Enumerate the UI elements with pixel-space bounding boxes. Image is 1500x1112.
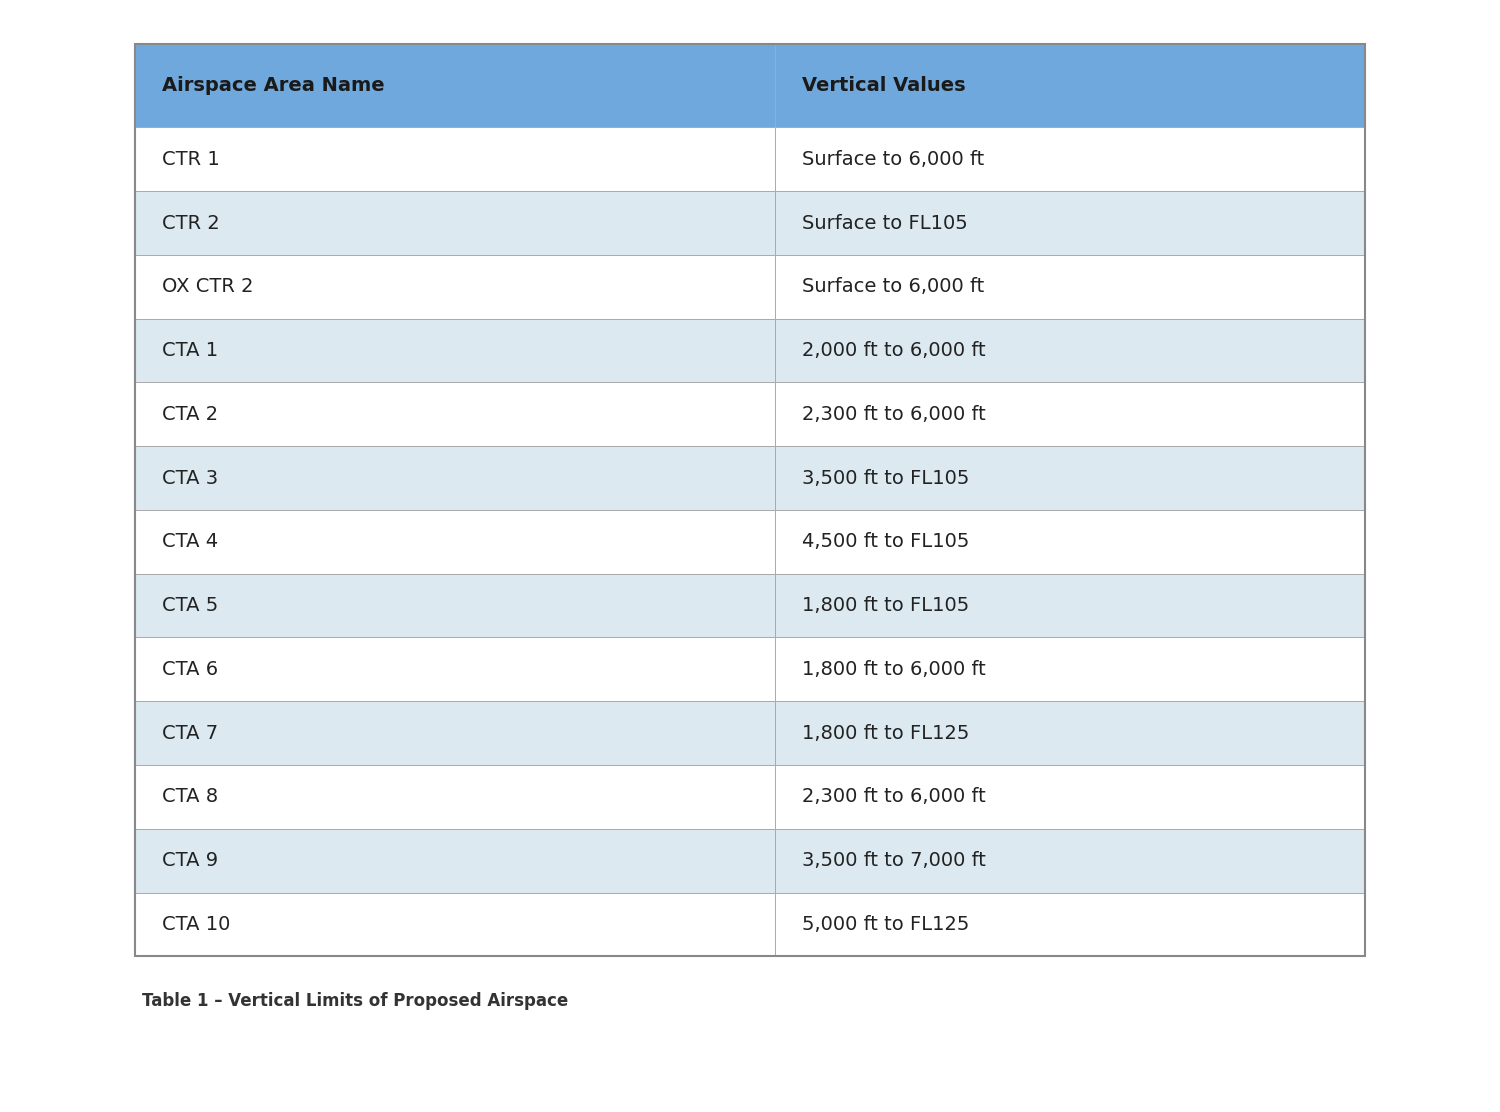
Bar <box>135 446 774 510</box>
Text: Vertical Values: Vertical Values <box>801 77 964 96</box>
Bar <box>135 191 774 255</box>
Bar <box>774 446 1365 510</box>
Text: 3,500 ft to FL105: 3,500 ft to FL105 <box>801 468 969 487</box>
Bar <box>135 44 1365 956</box>
Bar <box>135 319 774 383</box>
Text: CTA 7: CTA 7 <box>162 724 218 743</box>
Text: CTA 4: CTA 4 <box>162 533 218 552</box>
Text: 2,000 ft to 6,000 ft: 2,000 ft to 6,000 ft <box>801 341 986 360</box>
Bar <box>135 637 774 702</box>
Text: 1,800 ft to FL125: 1,800 ft to FL125 <box>801 724 969 743</box>
Bar <box>135 702 774 765</box>
Text: CTR 1: CTR 1 <box>162 150 219 169</box>
Text: 1,800 ft to 6,000 ft: 1,800 ft to 6,000 ft <box>801 659 986 679</box>
Bar <box>135 828 774 893</box>
Bar <box>135 255 774 319</box>
Bar <box>774 574 1365 637</box>
Text: OX CTR 2: OX CTR 2 <box>162 277 254 296</box>
Text: 1,800 ft to FL105: 1,800 ft to FL105 <box>801 596 969 615</box>
Text: 3,500 ft to 7,000 ft: 3,500 ft to 7,000 ft <box>801 851 986 871</box>
Text: CTA 1: CTA 1 <box>162 341 218 360</box>
Bar <box>135 510 774 574</box>
Bar <box>135 893 774 956</box>
Text: Surface to 6,000 ft: Surface to 6,000 ft <box>801 150 984 169</box>
Text: CTA 2: CTA 2 <box>162 405 218 424</box>
Bar <box>135 383 774 446</box>
Bar <box>774 44 1365 128</box>
Bar <box>774 828 1365 893</box>
Bar <box>774 191 1365 255</box>
Text: CTA 10: CTA 10 <box>162 915 231 934</box>
Text: Surface to FL105: Surface to FL105 <box>801 214 968 232</box>
Bar <box>774 765 1365 828</box>
Bar <box>774 128 1365 191</box>
Bar <box>135 574 774 637</box>
Text: Surface to 6,000 ft: Surface to 6,000 ft <box>801 277 984 296</box>
Text: Table 1 – Vertical Limits of Proposed Airspace: Table 1 – Vertical Limits of Proposed Ai… <box>142 992 568 1010</box>
Bar <box>135 44 774 128</box>
Bar <box>774 255 1365 319</box>
Text: CTR 2: CTR 2 <box>162 214 219 232</box>
Text: Airspace Area Name: Airspace Area Name <box>162 77 384 96</box>
Text: CTA 6: CTA 6 <box>162 659 218 679</box>
Text: CTA 8: CTA 8 <box>162 787 218 806</box>
Text: 4,500 ft to FL105: 4,500 ft to FL105 <box>801 533 969 552</box>
Text: CTA 3: CTA 3 <box>162 468 218 487</box>
Text: 5,000 ft to FL125: 5,000 ft to FL125 <box>801 915 969 934</box>
Text: 2,300 ft to 6,000 ft: 2,300 ft to 6,000 ft <box>801 787 986 806</box>
Bar <box>774 319 1365 383</box>
Bar <box>774 702 1365 765</box>
Bar <box>135 765 774 828</box>
Bar <box>135 128 774 191</box>
Bar <box>774 383 1365 446</box>
Text: 2,300 ft to 6,000 ft: 2,300 ft to 6,000 ft <box>801 405 986 424</box>
Bar <box>774 893 1365 956</box>
Bar <box>774 637 1365 702</box>
Text: CTA 5: CTA 5 <box>162 596 219 615</box>
Bar <box>774 510 1365 574</box>
Text: CTA 9: CTA 9 <box>162 851 218 871</box>
